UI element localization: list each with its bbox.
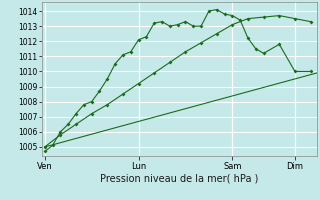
X-axis label: Pression niveau de la mer( hPa ): Pression niveau de la mer( hPa ) <box>100 173 258 183</box>
